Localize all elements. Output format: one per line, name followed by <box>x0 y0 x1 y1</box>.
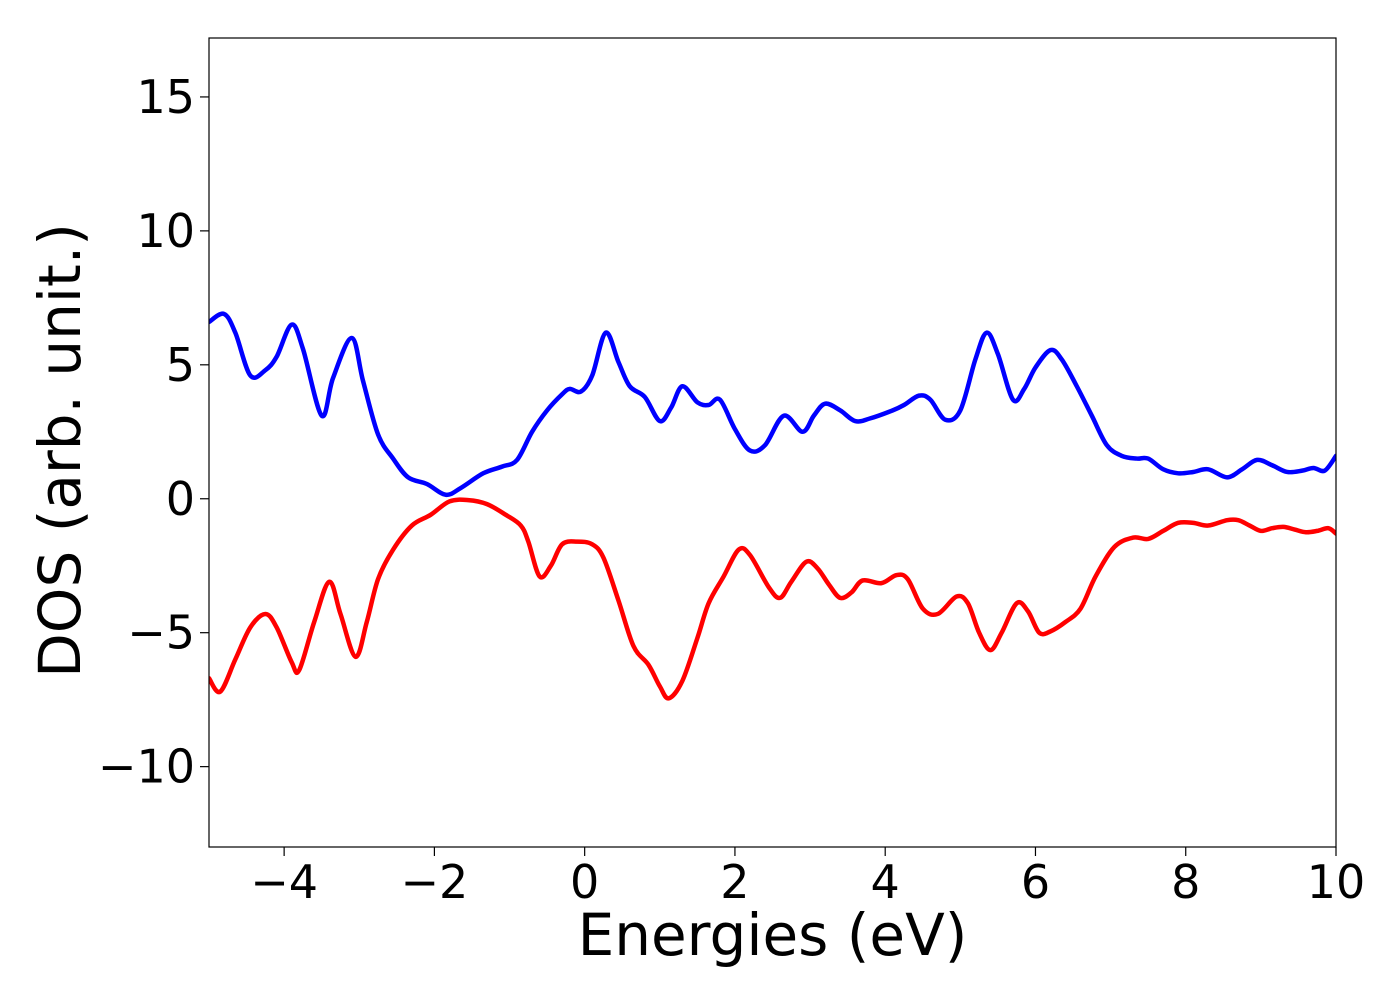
y-tick-label: 5 <box>166 338 195 392</box>
x-axis-ticks: −4 −2 0 2 4 6 8 10 <box>250 847 1365 909</box>
x-tick-label: 4 <box>871 855 900 909</box>
x-tick-label: −4 <box>250 855 318 909</box>
y-axis-ticks: −10 −5 0 5 10 15 <box>98 70 209 794</box>
y-tick-label: 10 <box>136 204 195 258</box>
dos-curve-lower <box>209 497 1336 701</box>
dos-curve-upper <box>209 311 1336 498</box>
x-tick-label: 6 <box>1021 855 1050 909</box>
x-tick-label: 2 <box>720 855 749 909</box>
x-tick-label: −2 <box>400 855 468 909</box>
plot-frame <box>208 37 1337 848</box>
x-tick-label: 0 <box>570 855 599 909</box>
y-axis-label: DOS (arb. unit.) <box>26 223 94 678</box>
y-tick-label: −10 <box>98 740 195 794</box>
y-tick-label: 15 <box>136 70 195 124</box>
plot-area <box>209 311 1336 701</box>
x-tick-label: 8 <box>1171 855 1200 909</box>
x-axis-label: Energies (eV) <box>578 901 968 969</box>
y-tick-label: −5 <box>127 606 195 660</box>
y-tick-label: 0 <box>166 472 195 526</box>
x-tick-label: 10 <box>1307 855 1366 909</box>
